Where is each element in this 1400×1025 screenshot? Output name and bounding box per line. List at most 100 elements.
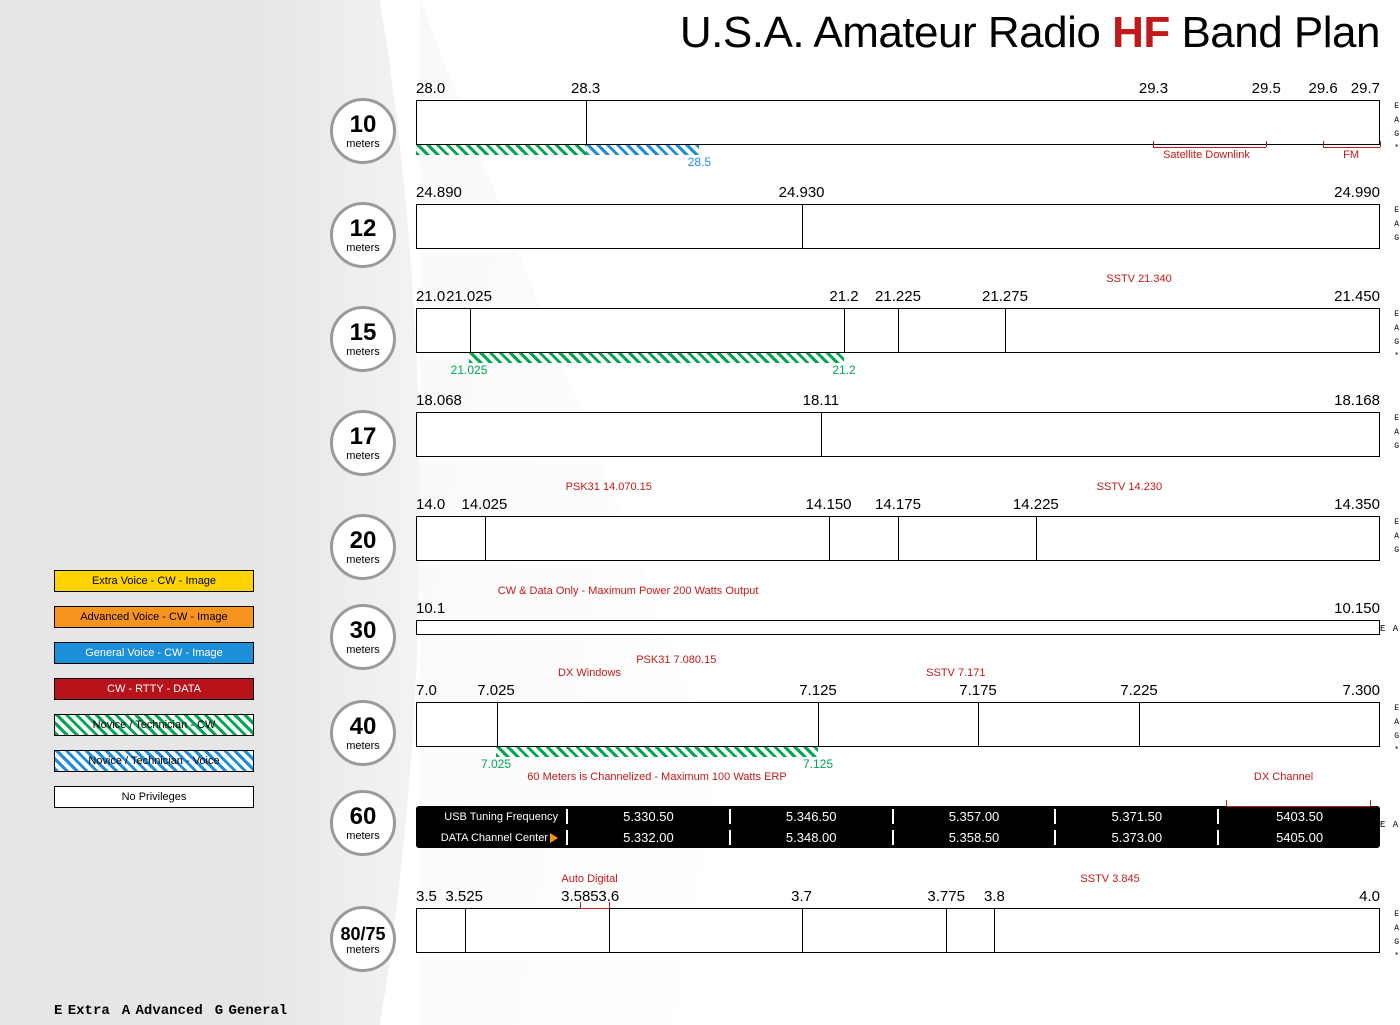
license-labels: E A G xyxy=(1380,622,1400,636)
divider xyxy=(818,702,819,747)
freq-label: 7.175 xyxy=(959,682,997,699)
band-number: 20 xyxy=(333,529,393,553)
bar-area: 28.028.329.329.529.629.7EAG*28.5Satellit… xyxy=(416,80,1380,152)
band-number: 60 xyxy=(333,805,393,829)
divider xyxy=(898,308,899,353)
band-unit: meters xyxy=(333,555,393,566)
divider xyxy=(470,308,471,353)
novice-strip xyxy=(416,145,586,155)
band-unit: meters xyxy=(333,741,393,752)
freq-label: 18.168 xyxy=(1334,392,1380,409)
annotation: SSTV 21.340 xyxy=(1106,273,1171,285)
band-30: 30meters10.110.150E A GCW & Data Only - … xyxy=(330,600,1380,650)
legend-item: No Privileges xyxy=(54,786,254,808)
freq-label: 7.225 xyxy=(1120,682,1158,699)
divider xyxy=(994,908,995,953)
annotation: CW & Data Only - Maximum Power 200 Watts… xyxy=(498,585,759,597)
band-unit: meters xyxy=(333,451,393,462)
novice-freq-label: 7.025 xyxy=(481,757,511,771)
freq-label: 21.2 xyxy=(829,288,858,305)
novice-freq-label: 21.025 xyxy=(451,363,488,377)
channel-header: USB Tuning Frequency xyxy=(416,811,566,823)
key-G: G xyxy=(215,1003,223,1019)
key-A-label: Advanced xyxy=(136,1003,203,1019)
freq-label: 3.8 xyxy=(984,888,1005,905)
divider xyxy=(465,908,466,953)
novice-freq-label: 28.5 xyxy=(688,155,711,169)
bar-stack xyxy=(416,516,1380,561)
band-badge: 15meters xyxy=(330,306,396,372)
annotation: DX Channel xyxy=(1254,771,1313,783)
divider xyxy=(821,412,822,457)
license-labels: EAG xyxy=(1394,516,1400,558)
freq-label: 3.5 xyxy=(416,888,437,905)
freq-label: 10.1 xyxy=(416,600,445,617)
freq-label: 4.0 xyxy=(1359,888,1380,905)
bar-stack xyxy=(416,908,1380,953)
band-number: 12 xyxy=(333,217,393,241)
divider xyxy=(802,204,803,249)
band-number: 15 xyxy=(333,321,393,345)
freq-label: 28.0 xyxy=(416,80,445,97)
band-badge: 17meters xyxy=(330,410,396,476)
legend-item: Extra Voice - CW - Image xyxy=(54,570,254,592)
legend-item: Novice / Technician - Voice xyxy=(54,750,254,772)
freq-label: 21.225 xyxy=(875,288,921,305)
channel-table: USB Tuning Frequency5.330.505.346.505.35… xyxy=(416,806,1380,848)
divider xyxy=(586,100,587,145)
band-40: 40meters7.07.0257.1257.1757.2257.300EAG*… xyxy=(330,682,1380,754)
divider xyxy=(1139,702,1140,747)
freq-label: 14.0 xyxy=(416,496,445,513)
legend-item: General Voice - CW - Image xyxy=(54,642,254,664)
freq-label: 3.525 xyxy=(445,888,483,905)
license-labels: EAG* xyxy=(1394,908,1400,964)
freq-label: 24.930 xyxy=(779,184,825,201)
band-unit: meters xyxy=(333,645,393,656)
freq-label: 29.3 xyxy=(1139,80,1168,97)
band-badge: 20 meters xyxy=(330,514,396,580)
freq-label: 21.0 xyxy=(416,288,445,305)
bar-stack xyxy=(416,412,1380,457)
band-badge: 30 meters xyxy=(330,604,396,670)
license-labels: EAG* xyxy=(1394,702,1400,758)
channel-cell: 5.346.50 xyxy=(729,809,892,824)
band-number: 30 xyxy=(333,619,393,643)
divider xyxy=(844,308,845,353)
freq-label: 29.7 xyxy=(1351,80,1380,97)
channel-cell: 5403.50 xyxy=(1217,809,1380,824)
freq-labels: 10.1 10.150 xyxy=(416,600,1380,620)
band-unit: meters xyxy=(333,831,393,842)
freq-labels: 21.021.02521.221.22521.27521.450 xyxy=(416,288,1380,308)
band-unit: meters xyxy=(333,243,393,254)
divider xyxy=(485,516,486,561)
freq-label: 3.775 xyxy=(927,888,965,905)
license-labels: EAG xyxy=(1394,204,1400,246)
freq-labels: 28.028.329.329.529.629.7 xyxy=(416,80,1380,100)
divider xyxy=(609,908,610,953)
band-number: 10 xyxy=(333,113,393,137)
band-badge: 80/75meters xyxy=(330,906,396,972)
channel-cell: 5405.00 xyxy=(1217,830,1380,845)
legend-item: CW - RTTY - DATA xyxy=(54,678,254,700)
freq-label: 14.175 xyxy=(875,496,921,513)
channel-cell: 5.358.50 xyxy=(892,830,1055,845)
channel-cell: 5.348.00 xyxy=(729,830,892,845)
license-labels: E A G xyxy=(1380,818,1400,832)
freq-label: 7.125 xyxy=(799,682,837,699)
freq-labels: 24.89024.93024.990 xyxy=(416,184,1380,204)
freq-label: 21.275 xyxy=(982,288,1028,305)
band-17: 17meters18.06818.1118.168EAG xyxy=(330,392,1380,464)
freq-label: 18.068 xyxy=(416,392,462,409)
freq-label: 24.890 xyxy=(416,184,462,201)
bar-stack xyxy=(416,308,1380,353)
annotation: Auto Digital xyxy=(561,873,617,885)
channel-cell: 5.373.00 xyxy=(1054,830,1217,845)
freq-label: 29.5 xyxy=(1252,80,1281,97)
freq-labels: 7.07.0257.1257.1757.2257.300 xyxy=(416,682,1380,702)
bar-area: 3.53.5253.5853.63.73.7753.84.0EAG*Auto D… xyxy=(416,888,1380,960)
novice-strip xyxy=(496,747,818,757)
freq-label: 14.025 xyxy=(461,496,507,513)
bar-area: 24.89024.93024.990EAG xyxy=(416,184,1380,256)
license-labels: EAG* xyxy=(1394,308,1400,364)
freq-label: 10.150 xyxy=(1334,600,1380,617)
